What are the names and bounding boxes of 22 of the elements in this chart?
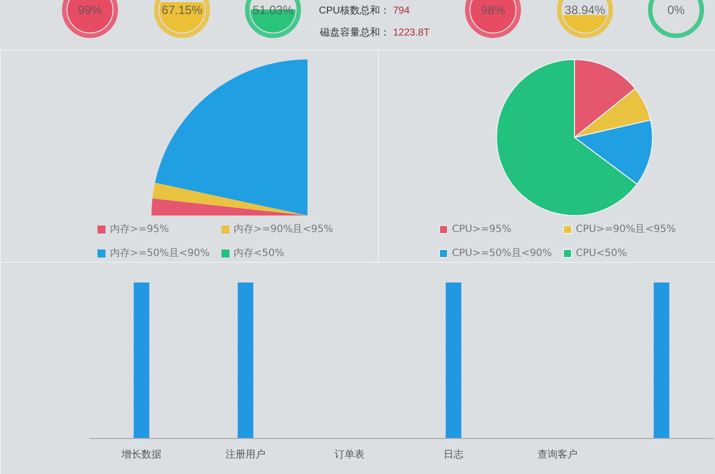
x-tick-label: 增长数据 <box>120 448 162 460</box>
legend-label: 内存>=95% <box>110 222 169 236</box>
legend-label: CPU>=50%且<90% <box>452 247 552 260</box>
legend-label: 内存>=50%且<90% <box>110 246 210 260</box>
legend-label: CPU>=95% <box>452 223 512 235</box>
text: CPU核数总和： <box>318 4 390 16</box>
x-tick-label: 日志 <box>444 448 464 460</box>
data-label: 98% <box>480 3 506 17</box>
legend-label: CPU>=90%且<95% <box>576 223 676 236</box>
x-tick-label: 查询客户 <box>538 448 578 460</box>
legend-label: 内存<50% <box>234 246 284 260</box>
data-label: 99% <box>78 3 102 17</box>
text: 磁盘容量总和： <box>319 26 390 38</box>
x-tick-label: 订单表 <box>334 448 364 460</box>
legend-label: CPU<50% <box>576 247 627 259</box>
data-label: 0% <box>667 3 685 17</box>
text: 1223.8T <box>393 28 430 38</box>
text: 794 <box>393 6 410 16</box>
data-label: 38.94% <box>564 3 606 17</box>
x-tick-label: 注册用户 <box>226 448 266 460</box>
data-label: 67.15% <box>162 3 203 17</box>
legend-label: 内存>=90%且<95% <box>234 222 334 236</box>
